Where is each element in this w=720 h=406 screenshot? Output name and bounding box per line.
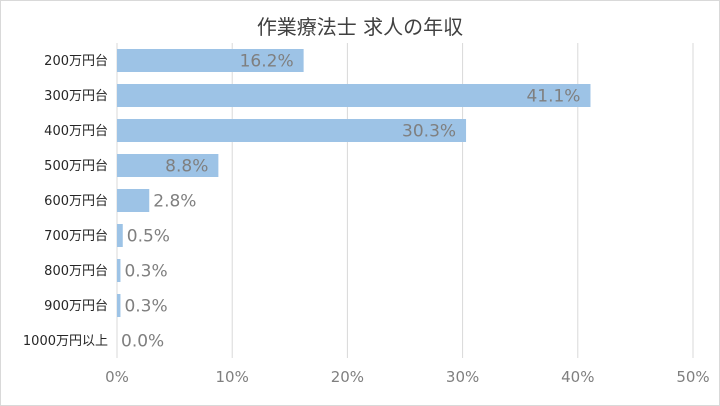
category-label: 600万円台 [44, 194, 108, 209]
data-label: 0.5% [127, 227, 170, 247]
data-label: 0.0% [121, 332, 164, 352]
category-label: 400万円台 [44, 124, 108, 139]
bar [117, 224, 123, 247]
data-labels: 16.2% 41.1% 30.3% 8.8% 2.8% 0.5% 0.3% 0.3% 0.0% [121, 52, 580, 352]
bar [117, 49, 304, 72]
data-label: 30.3% [402, 122, 456, 142]
bar [117, 154, 219, 177]
bar [117, 294, 121, 317]
category-label: 200万円台 [44, 54, 108, 69]
data-label: 41.1% [526, 87, 580, 107]
category-label: 900万円台 [44, 299, 108, 314]
category-label: 500万円台 [44, 159, 108, 174]
x-tick-label: 40% [561, 368, 594, 386]
bar [117, 189, 150, 212]
category-label: 1000万円以上 [23, 334, 108, 349]
data-label: 8.8% [165, 157, 208, 177]
data-label: 2.8% [153, 192, 196, 212]
x-tick-label: 30% [446, 368, 479, 386]
bar [117, 259, 121, 282]
data-label: 16.2% [240, 52, 294, 72]
x-tick-labels: 0% 10% 20% 30% 40% 50% [105, 368, 710, 386]
x-tick-label: 10% [216, 368, 249, 386]
category-label: 300万円台 [44, 89, 108, 104]
category-label: 700万円台 [44, 229, 108, 244]
bars [117, 49, 591, 317]
category-labels: 200万円台 300万円台 400万円台 500万円台 600万円台 700万円台 800万… [23, 54, 108, 349]
x-tick-label: 0% [105, 368, 129, 386]
x-tick-label: 50% [676, 368, 709, 386]
bar [117, 84, 591, 107]
data-label: 0.3% [124, 297, 167, 317]
chart-title: 作業療法士 求人の年収 [256, 15, 464, 39]
x-tick-label: 20% [331, 368, 364, 386]
data-label: 0.3% [124, 262, 167, 282]
bar [117, 119, 467, 142]
category-label: 800万円台 [44, 264, 108, 279]
